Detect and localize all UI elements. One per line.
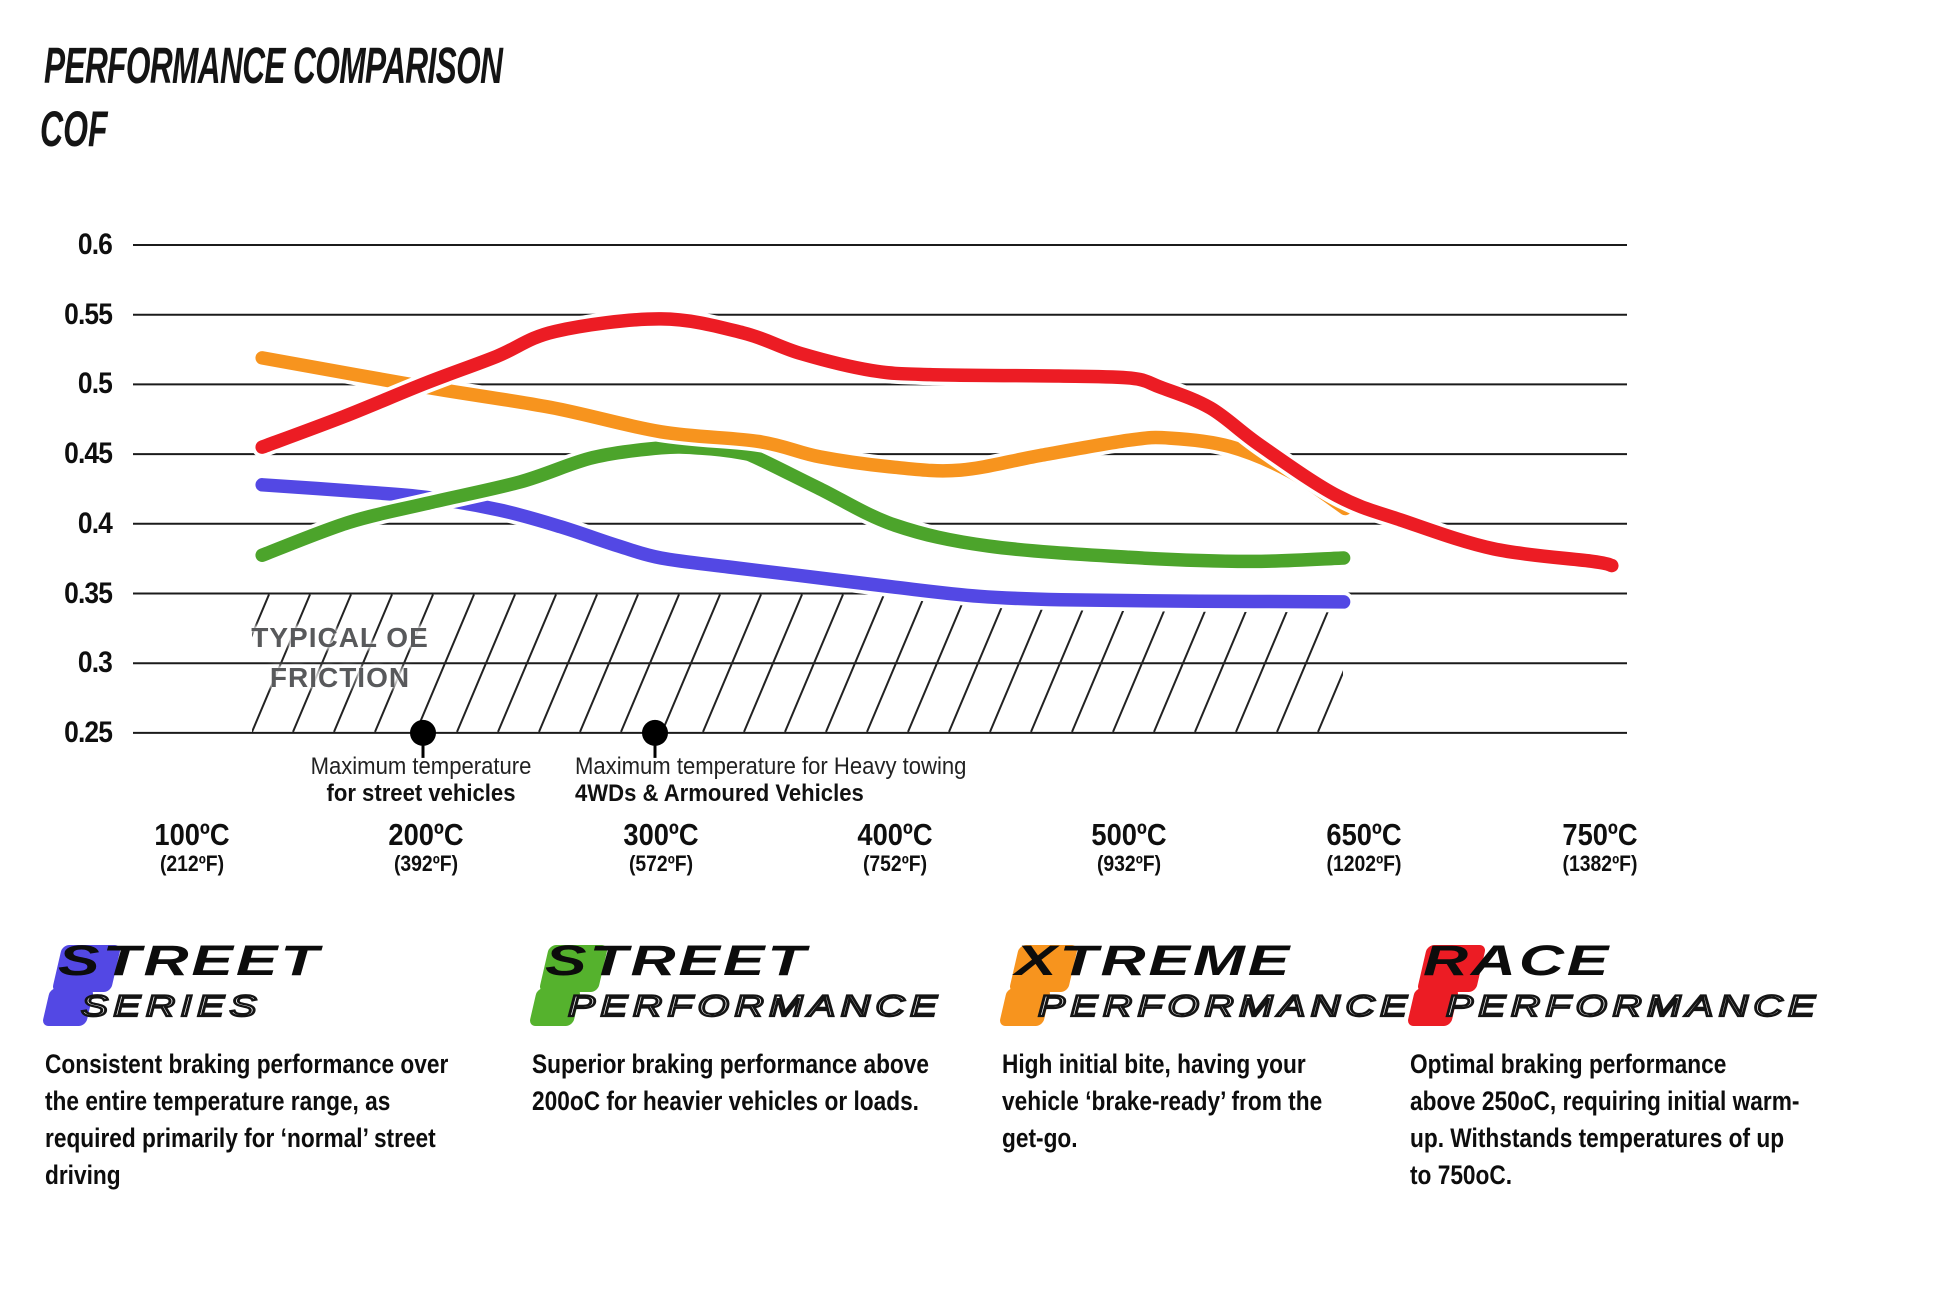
hatch-line: [1153, 594, 1213, 733]
hatch-line: [784, 594, 844, 733]
annotation-line2: 4WDs & Armoured Vehicles: [575, 780, 864, 807]
hatch-line: [825, 594, 885, 733]
race-performance-line: [255, 312, 1619, 573]
logo-word1: XTREME: [1015, 937, 1293, 985]
logo-word1: STREET: [58, 937, 322, 985]
x-tick-label: 750ºC (1382ºF): [1562, 818, 1637, 877]
hatch-line: [374, 594, 434, 733]
y-axis-title: COF: [40, 101, 108, 157]
hatch-line: [948, 594, 1008, 733]
hatch-line: [456, 594, 516, 733]
hatch-line: [1235, 594, 1295, 733]
hatch-line: [538, 594, 598, 733]
y-tick-label: 0.5: [77, 367, 113, 401]
hatch-line: [1071, 594, 1131, 733]
x-tick-celsius: 750ºC: [1562, 817, 1638, 852]
x-tick-celsius: 500ºC: [1091, 817, 1167, 852]
max-temperature-dot: [410, 719, 436, 746]
x-tick-fahrenheit: (212ºF): [159, 851, 225, 876]
hatch-line: [1194, 594, 1254, 733]
x-tick-celsius: 100ºC: [154, 817, 230, 852]
x-tick-label: 100ºC (212ºF): [154, 818, 229, 877]
x-tick-celsius: 300ºC: [623, 817, 699, 852]
x-tick-fahrenheit: (572ºF): [628, 851, 694, 876]
logo-word2: PERFORMANCE: [1445, 989, 1821, 1024]
hatch-line: [292, 594, 352, 733]
typical-oe-friction-band: [252, 594, 1343, 733]
legend-street-series: STREET SERIES Consistent braking perform…: [41, 937, 575, 1194]
legend-description: Superior braking performance above 200oC…: [532, 1049, 930, 1116]
legend-description: High initial bite, having your vehicle ‘…: [1002, 1049, 1323, 1153]
street-performance-line: [255, 440, 1351, 569]
y-tick-label: 0.35: [64, 576, 113, 610]
legend-description: Optimal braking performance above 250oC,…: [1410, 1049, 1800, 1190]
hatch-line: [252, 594, 270, 638]
hatch-line: [415, 594, 475, 733]
y-tick-label: 0.3: [77, 646, 113, 680]
legend-description: Consistent braking performance over the …: [45, 1049, 449, 1190]
y-tick-label: 0.45: [64, 437, 113, 471]
y-tick-label: 0.25: [64, 715, 113, 749]
typical-oe-line1: TYPICAL OE: [251, 622, 429, 653]
hatch-line: [1317, 670, 1343, 733]
hatch-line: [1112, 594, 1172, 733]
hatch-line: [907, 594, 967, 733]
hatch-line: [333, 594, 393, 733]
hatch-line: [661, 594, 721, 733]
x-tick-label: 500ºC (932ºF): [1091, 818, 1166, 877]
y-tick-label: 0.55: [64, 297, 113, 331]
street-performance-logo: STREET PERFORMANCE: [528, 937, 1062, 1043]
street-series-logo: STREET SERIES: [41, 937, 575, 1043]
hatch-line: [252, 594, 311, 733]
x-tick-label: 300ºC (572ºF): [623, 818, 698, 877]
logo-word2: PERFORMANCE: [567, 989, 943, 1024]
logo-word1: RACE: [1423, 937, 1612, 985]
logo-word1: STREET: [545, 937, 809, 985]
max-temp-street-annotation: Maximum temperature for street vehicles: [311, 753, 532, 807]
legend-xtreme-performance: XTREME PERFORMANCE High initial bite, ha…: [998, 937, 1422, 1157]
hatch-line: [743, 594, 803, 733]
page-title: PERFORMANCE COMPARISON: [44, 37, 503, 94]
typical-oe-friction-label: TYPICAL OE FRICTION: [251, 618, 429, 698]
hatch-line: [620, 594, 680, 733]
x-tick-fahrenheit: (932ºF): [1096, 851, 1162, 876]
x-tick-label: 400ºC (752ºF): [857, 818, 932, 877]
x-tick-celsius: 200ºC: [388, 817, 464, 852]
logo-word2: PERFORMANCE: [1037, 989, 1413, 1024]
max-temp-towing-annotation: Maximum temperature for Heavy towing 4WD…: [575, 753, 966, 807]
xtreme-performance-logo: XTREME PERFORMANCE: [998, 937, 1422, 1043]
hatch-line: [1276, 594, 1336, 733]
y-tick-label: 0.4: [77, 506, 113, 540]
x-tick-fahrenheit: (1382ºF): [1562, 851, 1638, 876]
x-tick-celsius: 400ºC: [857, 817, 933, 852]
annotation-line1: Maximum temperature for Heavy towing: [575, 753, 967, 780]
logo-word2: SERIES: [80, 989, 262, 1024]
typical-oe-line2: FRICTION: [269, 662, 411, 693]
hatch-line: [1030, 594, 1090, 733]
hatch-line: [866, 594, 926, 733]
x-tick-fahrenheit: (752ºF): [862, 851, 928, 876]
legend-street-performance: STREET PERFORMANCE Superior braking perf…: [528, 937, 1062, 1120]
x-tick-fahrenheit: (392ºF): [393, 851, 459, 876]
xtreme-performance-line: [255, 351, 1352, 516]
x-tick-label: 200ºC (392ºF): [388, 818, 463, 877]
hatch-line: [579, 594, 639, 733]
hatch-line: [497, 594, 557, 733]
y-tick-label: 0.6: [77, 228, 113, 261]
x-tick-fahrenheit: (1202ºF): [1326, 851, 1402, 876]
race-performance-logo: RACE PERFORMANCE: [1406, 937, 1946, 1043]
annotation-line2: for street vehicles: [326, 780, 516, 807]
x-tick-label: 650ºC (1202ºF): [1326, 818, 1401, 877]
max-temperature-dot: [642, 719, 668, 746]
x-tick-celsius: 650ºC: [1326, 817, 1402, 852]
legend-race-performance: RACE PERFORMANCE Optimal braking perform…: [1406, 937, 1946, 1194]
hatch-line: [702, 594, 762, 733]
annotation-line1: Maximum temperature: [310, 753, 532, 780]
hatch-line: [989, 594, 1049, 733]
